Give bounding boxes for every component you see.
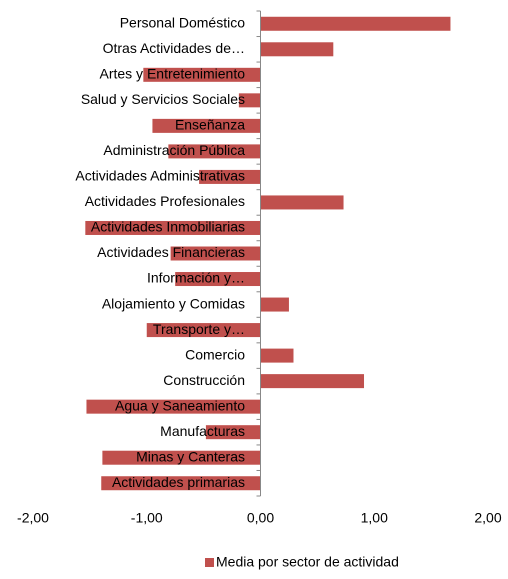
category-label: Minas y Canteras	[136, 448, 245, 464]
bar	[170, 246, 261, 261]
bar	[85, 220, 261, 235]
x-tick-label: 1,00	[361, 510, 388, 526]
x-tick-label: 0,00	[247, 510, 274, 526]
bar	[260, 297, 289, 312]
bar	[260, 42, 334, 57]
category-label: Administración Pública	[103, 142, 245, 158]
bar	[205, 425, 261, 440]
category-label: Salud y Servicios Sociales	[81, 91, 245, 107]
bar	[260, 374, 365, 389]
legend-label: Media por sector de actividad	[216, 554, 399, 570]
category-label: Otras Actividades de…	[103, 40, 245, 56]
category-label: Manufacturas	[160, 423, 245, 439]
bar	[260, 16, 451, 31]
x-tick-label: -1,00	[131, 510, 163, 526]
bar	[146, 323, 261, 338]
bar	[143, 67, 261, 82]
category-label: Actividades primarias	[112, 474, 245, 490]
legend-swatch	[205, 558, 214, 567]
category-label: Información y…	[147, 270, 245, 286]
bar	[260, 348, 294, 363]
bar	[168, 144, 261, 159]
bar	[102, 450, 261, 465]
category-label: Actividades Inmobiliarias	[91, 219, 245, 235]
category-label: Alojamiento y Comidas	[102, 295, 245, 311]
bar	[101, 476, 261, 491]
bar	[238, 93, 261, 108]
x-tick-label: -2,00	[17, 510, 49, 526]
category-label: Construcción	[163, 372, 245, 388]
bar	[260, 195, 344, 210]
category-label: Actividades Financieras	[97, 244, 245, 260]
bar	[86, 399, 261, 414]
bar	[152, 118, 261, 133]
bar	[199, 169, 261, 184]
x-tick-label: 2,00	[474, 510, 501, 526]
category-label: Personal Doméstico	[120, 14, 245, 30]
category-label: Actividades Administrativas	[75, 168, 245, 184]
category-label: Transporte y…	[153, 321, 245, 337]
category-label: Agua y Saneamiento	[115, 397, 245, 413]
category-label: Comercio	[185, 346, 245, 362]
category-label: Enseñanza	[175, 117, 245, 133]
category-label: Artes y Entretenimiento	[99, 66, 245, 82]
category-label: Actividades Profesionales	[85, 193, 245, 209]
bar	[175, 272, 261, 287]
